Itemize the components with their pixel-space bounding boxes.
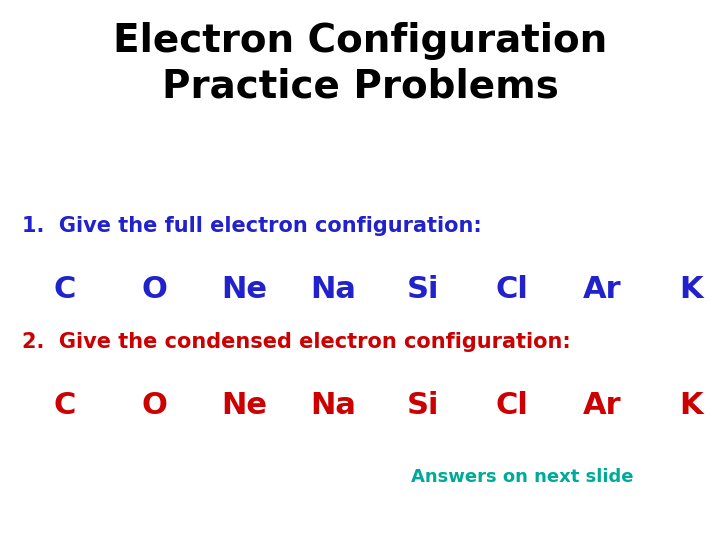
- Text: Cl: Cl: [496, 392, 528, 421]
- Text: 2.  Give the condensed electron configuration:: 2. Give the condensed electron configura…: [22, 332, 570, 352]
- Text: C: C: [53, 275, 76, 305]
- Text: K: K: [680, 275, 703, 305]
- Text: Ne: Ne: [221, 392, 267, 421]
- Text: Electron Configuration
Practice Problems: Electron Configuration Practice Problems: [113, 22, 607, 105]
- Text: Si: Si: [407, 392, 439, 421]
- Text: Na: Na: [310, 392, 356, 421]
- Text: Ar: Ar: [582, 275, 621, 305]
- Text: C: C: [53, 392, 76, 421]
- Text: Si: Si: [407, 275, 439, 305]
- Text: Answers on next slide: Answers on next slide: [411, 468, 634, 486]
- Text: O: O: [141, 392, 167, 421]
- Text: O: O: [141, 275, 167, 305]
- Text: K: K: [680, 392, 703, 421]
- Text: Cl: Cl: [496, 275, 528, 305]
- Text: Ne: Ne: [221, 275, 267, 305]
- Text: 1.  Give the full electron configuration:: 1. Give the full electron configuration:: [22, 216, 482, 236]
- Text: Na: Na: [310, 275, 356, 305]
- Text: Ar: Ar: [582, 392, 621, 421]
